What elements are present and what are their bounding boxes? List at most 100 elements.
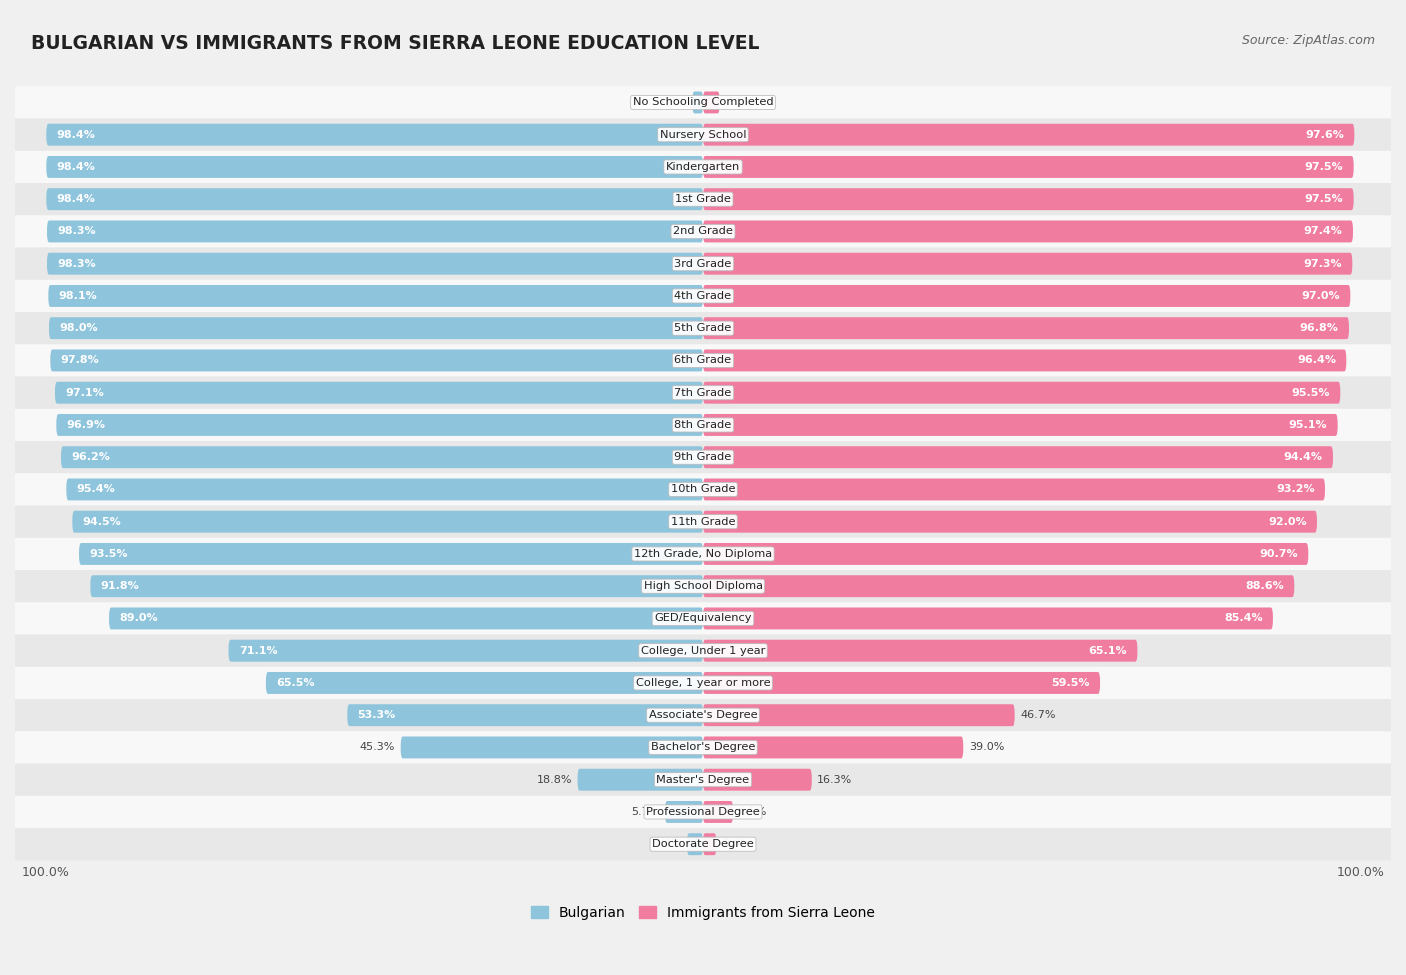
Text: 97.5%: 97.5% <box>1305 162 1343 172</box>
FancyBboxPatch shape <box>692 92 703 113</box>
FancyBboxPatch shape <box>15 570 1391 603</box>
Text: 98.3%: 98.3% <box>58 258 96 269</box>
FancyBboxPatch shape <box>703 640 1137 662</box>
Text: 95.4%: 95.4% <box>77 485 115 494</box>
FancyBboxPatch shape <box>401 736 703 759</box>
Text: 3rd Grade: 3rd Grade <box>675 258 731 269</box>
FancyBboxPatch shape <box>703 768 811 791</box>
Text: 65.1%: 65.1% <box>1088 645 1128 656</box>
Text: 93.2%: 93.2% <box>1277 485 1315 494</box>
Text: 85.4%: 85.4% <box>1225 613 1263 623</box>
FancyBboxPatch shape <box>15 87 1391 119</box>
FancyBboxPatch shape <box>15 667 1391 699</box>
FancyBboxPatch shape <box>703 92 720 113</box>
Text: 5th Grade: 5th Grade <box>675 323 731 333</box>
FancyBboxPatch shape <box>46 220 703 243</box>
FancyBboxPatch shape <box>703 575 1295 597</box>
Text: 46.7%: 46.7% <box>1021 710 1056 721</box>
Text: 4th Grade: 4th Grade <box>675 291 731 301</box>
FancyBboxPatch shape <box>703 188 1354 211</box>
FancyBboxPatch shape <box>15 635 1391 667</box>
Text: 10th Grade: 10th Grade <box>671 485 735 494</box>
Text: Kindergarten: Kindergarten <box>666 162 740 172</box>
Text: 97.3%: 97.3% <box>1303 258 1341 269</box>
FancyBboxPatch shape <box>703 704 1015 726</box>
Text: 71.1%: 71.1% <box>239 645 277 656</box>
Text: 98.0%: 98.0% <box>59 323 98 333</box>
FancyBboxPatch shape <box>703 834 716 855</box>
FancyBboxPatch shape <box>55 382 703 404</box>
FancyBboxPatch shape <box>46 124 703 145</box>
Text: BULGARIAN VS IMMIGRANTS FROM SIERRA LEONE EDUCATION LEVEL: BULGARIAN VS IMMIGRANTS FROM SIERRA LEON… <box>31 34 759 53</box>
FancyBboxPatch shape <box>90 575 703 597</box>
Text: Doctorate Degree: Doctorate Degree <box>652 839 754 849</box>
FancyBboxPatch shape <box>703 414 1337 436</box>
FancyBboxPatch shape <box>703 801 733 823</box>
Text: 18.8%: 18.8% <box>537 775 572 785</box>
FancyBboxPatch shape <box>60 447 703 468</box>
FancyBboxPatch shape <box>56 414 703 436</box>
Text: 2.0%: 2.0% <box>721 839 751 849</box>
Text: 1st Grade: 1st Grade <box>675 194 731 204</box>
Text: 59.5%: 59.5% <box>1052 678 1090 688</box>
FancyBboxPatch shape <box>703 382 1340 404</box>
Text: Professional Degree: Professional Degree <box>647 807 759 817</box>
FancyBboxPatch shape <box>266 672 703 694</box>
FancyBboxPatch shape <box>48 285 703 307</box>
FancyBboxPatch shape <box>15 473 1391 506</box>
FancyBboxPatch shape <box>703 253 1353 275</box>
Text: 93.5%: 93.5% <box>90 549 128 559</box>
Text: 6th Grade: 6th Grade <box>675 356 731 366</box>
Text: 7th Grade: 7th Grade <box>675 388 731 398</box>
Text: 2.4%: 2.4% <box>652 839 682 849</box>
FancyBboxPatch shape <box>665 801 703 823</box>
FancyBboxPatch shape <box>703 511 1317 532</box>
Text: 5.7%: 5.7% <box>631 807 659 817</box>
Text: 92.0%: 92.0% <box>1268 517 1306 526</box>
Text: 100.0%: 100.0% <box>22 866 70 879</box>
Text: 9th Grade: 9th Grade <box>675 452 731 462</box>
Text: 96.4%: 96.4% <box>1296 356 1336 366</box>
Text: 91.8%: 91.8% <box>101 581 139 591</box>
Text: 97.6%: 97.6% <box>1305 130 1344 139</box>
Text: 98.4%: 98.4% <box>56 194 96 204</box>
FancyBboxPatch shape <box>15 409 1391 441</box>
Text: 95.1%: 95.1% <box>1289 420 1327 430</box>
FancyBboxPatch shape <box>15 506 1391 538</box>
FancyBboxPatch shape <box>703 607 1272 630</box>
Text: Master's Degree: Master's Degree <box>657 775 749 785</box>
Text: 97.4%: 97.4% <box>1303 226 1343 237</box>
Text: 1.6%: 1.6% <box>658 98 686 107</box>
Text: 2.5%: 2.5% <box>725 98 754 107</box>
FancyBboxPatch shape <box>15 441 1391 473</box>
Text: 11th Grade: 11th Grade <box>671 517 735 526</box>
Text: 39.0%: 39.0% <box>969 742 1004 753</box>
FancyBboxPatch shape <box>229 640 703 662</box>
Text: Bachelor's Degree: Bachelor's Degree <box>651 742 755 753</box>
Text: 88.6%: 88.6% <box>1246 581 1284 591</box>
Text: 94.4%: 94.4% <box>1284 452 1323 462</box>
FancyBboxPatch shape <box>110 607 703 630</box>
FancyBboxPatch shape <box>46 253 703 275</box>
FancyBboxPatch shape <box>703 285 1350 307</box>
FancyBboxPatch shape <box>15 731 1391 763</box>
Text: 94.5%: 94.5% <box>83 517 121 526</box>
FancyBboxPatch shape <box>703 447 1333 468</box>
Text: 96.2%: 96.2% <box>72 452 110 462</box>
FancyBboxPatch shape <box>578 768 703 791</box>
FancyBboxPatch shape <box>703 479 1324 500</box>
FancyBboxPatch shape <box>15 699 1391 731</box>
Text: 4.5%: 4.5% <box>738 807 766 817</box>
FancyBboxPatch shape <box>703 672 1099 694</box>
Text: Source: ZipAtlas.com: Source: ZipAtlas.com <box>1241 34 1375 47</box>
Text: 100.0%: 100.0% <box>1336 866 1384 879</box>
FancyBboxPatch shape <box>15 538 1391 570</box>
Text: 97.5%: 97.5% <box>1305 194 1343 204</box>
Text: Associate's Degree: Associate's Degree <box>648 710 758 721</box>
Text: 8th Grade: 8th Grade <box>675 420 731 430</box>
FancyBboxPatch shape <box>703 543 1309 565</box>
FancyBboxPatch shape <box>15 763 1391 796</box>
FancyBboxPatch shape <box>51 349 703 371</box>
Text: 89.0%: 89.0% <box>120 613 157 623</box>
FancyBboxPatch shape <box>15 119 1391 151</box>
